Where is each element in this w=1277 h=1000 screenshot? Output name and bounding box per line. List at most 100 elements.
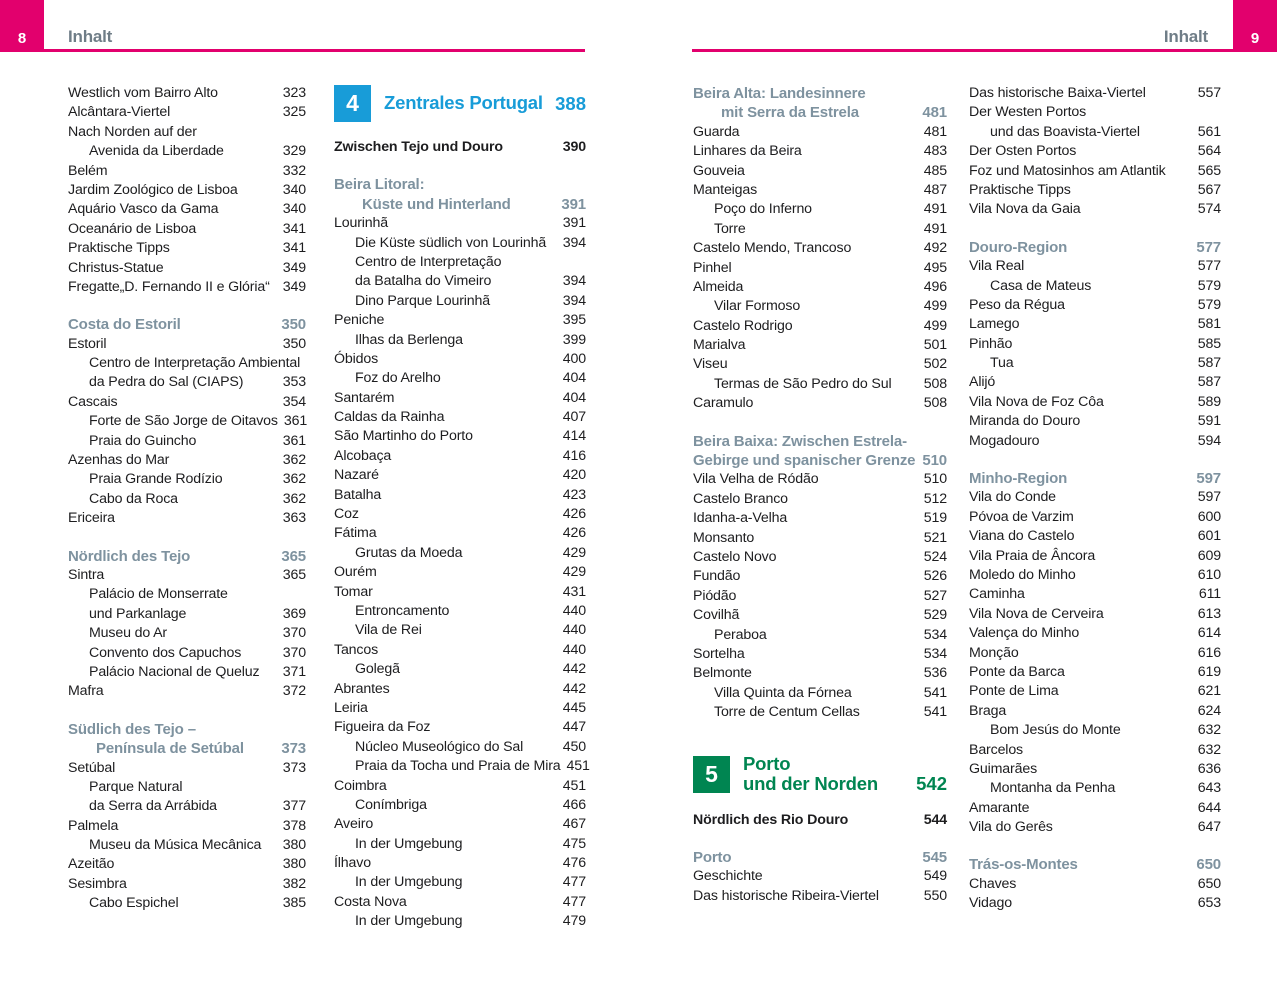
entry-page-number: 577 <box>1197 258 1221 275</box>
entry-page-number: 650 <box>1196 856 1221 874</box>
entry-page-number: 353 <box>282 374 306 391</box>
toc-entry: Santarém 404 <box>334 390 586 409</box>
spacer <box>693 415 947 433</box>
entry-label: Foz do Arelho <box>355 370 441 387</box>
toc-entry: Alijó 587 <box>969 374 1221 393</box>
entry-label: Centro de Interpretação <box>355 253 502 270</box>
entry-label: Vila Nova de Foz Côa <box>969 393 1104 410</box>
chapter-title-line: und der Norden <box>743 773 878 794</box>
entry-page-number: 632 <box>1197 722 1221 739</box>
entry-label: Das historische Baixa-Viertel <box>969 85 1146 101</box>
chapter-title-line: Zentrales Portugal <box>384 92 543 114</box>
toc-entry: Manteigas 487 <box>693 182 947 201</box>
entry-label: Alcobaça <box>334 447 392 464</box>
toc-entry: Alcobaça 416 <box>334 448 586 467</box>
entry-label: und das Boavista-Viertel <box>990 123 1140 140</box>
toc-entry: Vila do Conde 597 <box>969 489 1221 508</box>
toc-entry: Montanha da Penha 643 <box>969 780 1221 799</box>
entry-label: Beira Baixa: Zwischen Estrela- <box>693 432 907 450</box>
entry-label: Ourém <box>334 564 377 581</box>
entry-page-number: 501 <box>923 337 947 354</box>
entry-page-number: 341 <box>282 240 306 257</box>
spacer <box>334 158 586 176</box>
entry-label: Vila Real <box>969 258 1025 275</box>
toc-bold-entry: Zwischen Tejo und Douro 390 <box>334 139 586 158</box>
entry-page-number: 579 <box>1197 296 1221 313</box>
entry-page-number: 508 <box>923 395 947 412</box>
entry-label: Piódão <box>693 587 737 604</box>
entry-page-number: 431 <box>562 583 586 600</box>
entry-label: Geschichte <box>693 868 763 885</box>
toc-section-heading: Península de Setúbal 373 <box>68 740 306 759</box>
entry-page-number: 597 <box>1197 489 1221 506</box>
toc-entry: Ponte de Lima 621 <box>969 683 1221 702</box>
entry-label: Conímbriga <box>355 796 427 813</box>
toc-entry: Die Küste südlich von Lourinhã 394 <box>334 235 586 254</box>
entry-label: Golegã <box>355 661 400 678</box>
spacer <box>969 838 1221 856</box>
toc-entry: Guarda 481 <box>693 124 947 143</box>
entry-label: Casa de Mateus <box>990 277 1092 294</box>
entry-label: Museu da Música Mecânica <box>89 837 262 854</box>
entry-page-number: 481 <box>922 104 947 122</box>
entry-page-number: 445 <box>562 699 586 716</box>
entry-page-number: 361 <box>283 413 308 430</box>
toc-entry: Palmela 378 <box>68 818 306 837</box>
entry-label: Belém <box>68 162 108 179</box>
entry-page-number: 332 <box>282 162 306 179</box>
toc-entry: Jardim Zoológico de Lisboa 340 <box>68 182 306 201</box>
entry-page-number: 440 <box>562 641 586 658</box>
entry-page-number: 370 <box>282 644 306 661</box>
entry-label: da Serra da Arrábida <box>89 798 217 815</box>
toc-entry: Westlich vom Bairro Alto 323 <box>68 85 306 104</box>
toc-entry: da Pedra do Sal (CIAPS) 353 <box>68 374 306 393</box>
entry-label: Poço do Inferno <box>714 201 812 218</box>
header-title-left: Inhalt <box>68 27 113 46</box>
entry-page-number: 544 <box>923 811 947 828</box>
entry-label: Viseu <box>693 356 728 373</box>
entry-label: Alijó <box>969 374 996 391</box>
toc-column-1: Westlich vom Bairro Alto 323 Alcântara-Vie… <box>68 85 308 915</box>
toc-entry: Castelo Rodrigo 499 <box>693 318 947 337</box>
entry-label: Castelo Novo <box>693 548 777 565</box>
page-number-badge-right: 9 <box>1233 0 1277 52</box>
entry-label: São Martinho do Porto <box>334 428 473 445</box>
toc-entry: Tancos 440 <box>334 642 586 661</box>
toc-entry: Villa Quinta da Fórnea 541 <box>693 685 947 704</box>
toc-entry: Aveiro 467 <box>334 816 586 835</box>
entry-page-number: 349 <box>282 259 306 276</box>
toc-entry: Golegã 442 <box>334 661 586 680</box>
entry-label: Fregatte„D. Fernando II e Glória“ <box>68 278 270 295</box>
entry-page-number: 496 <box>923 278 947 295</box>
spacer <box>969 221 1221 239</box>
toc-entry: Azeitão 380 <box>68 856 306 875</box>
entry-page-number: 519 <box>923 510 947 527</box>
entry-label: Chaves <box>969 875 1017 892</box>
entry-page-number: 426 <box>562 525 586 542</box>
toc-columns: Westlich vom Bairro Alto 323 Alcântara-Vie… <box>68 85 1221 933</box>
entry-label: Vila de Rei <box>355 622 422 639</box>
toc-section-heading: Beira Alta: Landesinnere <box>693 85 947 104</box>
entry-page-number: 499 <box>923 317 947 334</box>
entry-label: Beira Litoral: <box>334 176 425 194</box>
entry-label: Porto <box>693 848 732 866</box>
toc-entry: Cascais 354 <box>68 394 306 413</box>
entry-label: Azenhas do Mar <box>68 452 170 469</box>
entry-page-number: 349 <box>282 278 306 295</box>
entry-page-number: 404 <box>562 370 586 387</box>
header-title-right: Inhalt <box>1163 27 1208 46</box>
entry-label: Das historische Ribeira-Viertel <box>693 887 879 904</box>
toc-entry: Barcelos 632 <box>969 742 1221 761</box>
toc-entry: Convento dos Capuchos 370 <box>68 645 306 664</box>
entry-page-number: 581 <box>1197 316 1221 333</box>
entry-label: Ericeira <box>68 510 115 527</box>
toc-entry: Lamego 581 <box>969 316 1221 335</box>
entry-page-number: 550 <box>923 887 947 904</box>
entry-label: Pinhão <box>969 335 1013 352</box>
entry-page-number: 616 <box>1197 644 1221 661</box>
entry-page-number: 510 <box>922 452 947 470</box>
entry-label: Estoril <box>68 335 107 352</box>
entry-label: Sintra <box>68 566 105 583</box>
toc-entry: Vilar Formoso 499 <box>693 298 947 317</box>
toc-entry: Viseu 502 <box>693 356 947 375</box>
